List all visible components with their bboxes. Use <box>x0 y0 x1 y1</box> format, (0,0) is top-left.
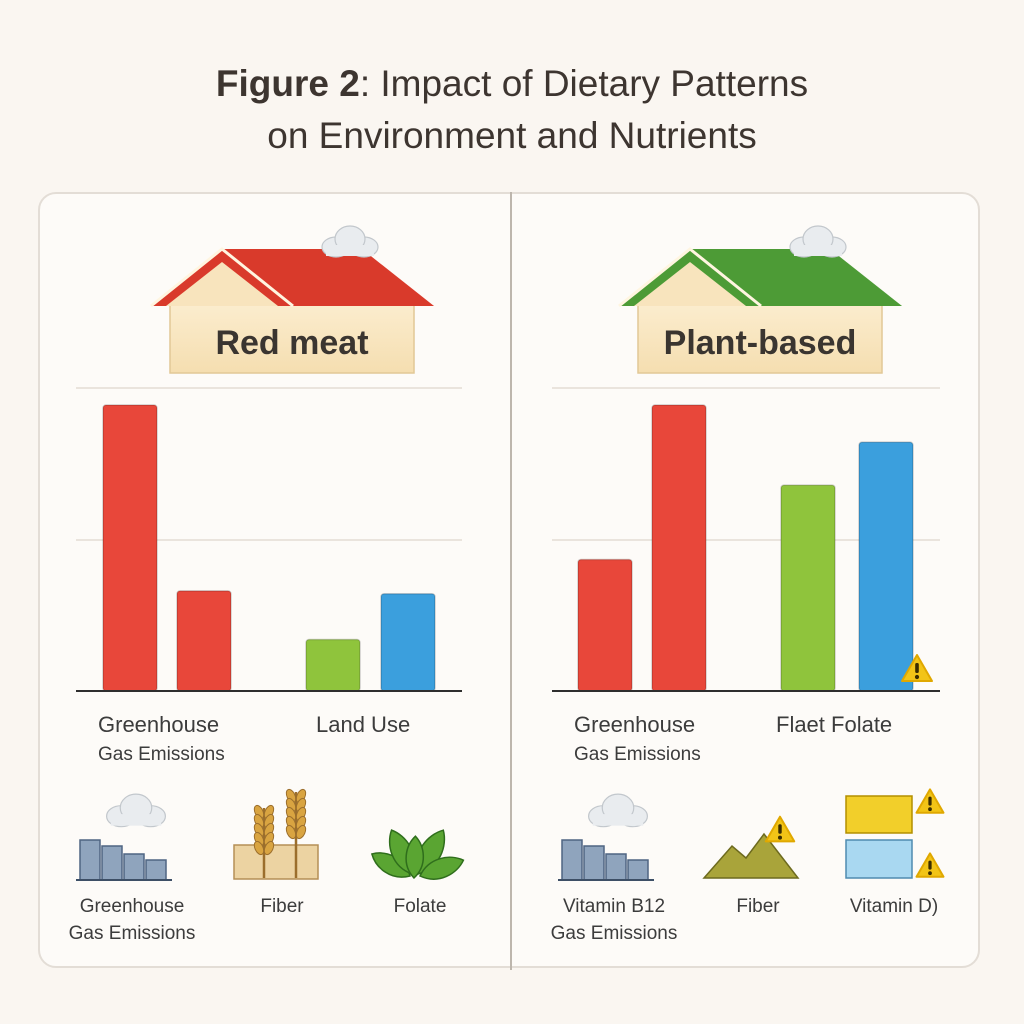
bar <box>858 441 914 692</box>
category-label: Land Use <box>316 712 410 737</box>
warning-icon <box>915 852 945 878</box>
title-rest: : Impact of Dietary Patterns <box>359 63 809 104</box>
house-roof-edge <box>618 247 762 308</box>
house-header: Red meat <box>150 225 434 374</box>
warning-icon <box>915 788 945 814</box>
emissions-bars-cloud-icon <box>76 793 172 881</box>
icon-label: Vitamin D) <box>850 896 938 917</box>
category-label: Greenhouse Gas Emissions <box>574 712 701 765</box>
sun-boxes-warning-icon <box>845 788 945 879</box>
bar-chart: Greenhouse Gas Emissions Flaet Folate <box>552 387 940 765</box>
bar <box>577 558 633 692</box>
panel-divider <box>510 192 512 970</box>
icon-legend-row: Vitamin B12 Gas Emissions Fiber Vitamin D) <box>551 788 945 944</box>
bar-chart: Greenhouse Gas Emissions Land Use <box>76 387 462 765</box>
icon-label: Greenhouse Gas Emissions <box>69 896 196 944</box>
wheat-icon <box>233 788 319 880</box>
cloud-icon <box>789 225 847 258</box>
bar <box>651 404 707 692</box>
icon-label: Fiber <box>736 896 780 917</box>
icon-label: Folate <box>394 896 447 917</box>
bar <box>305 638 361 692</box>
icon-label: Fiber <box>260 896 304 917</box>
cloud-icon <box>587 793 648 828</box>
leaves-icon <box>370 829 465 880</box>
warning-icon <box>764 815 796 843</box>
icon-legend-row: Greenhouse Gas Emissions Fiber Folate <box>69 788 465 944</box>
hills-warning-icon <box>702 815 800 879</box>
panel-title: Plant-based <box>664 324 857 362</box>
emissions-bars-cloud-icon <box>558 793 654 881</box>
cloud-icon <box>321 225 379 258</box>
bar <box>102 404 158 692</box>
title-figure-number: Figure 2 <box>215 63 360 104</box>
figure-title: Figure 2: Impact of Dietary Patterns on … <box>0 58 1024 162</box>
bar <box>780 484 836 692</box>
bar <box>380 593 436 692</box>
house-gable <box>166 262 278 306</box>
cloud-icon <box>106 793 166 828</box>
panel-title: Red meat <box>215 324 368 362</box>
house-gable <box>634 262 746 306</box>
title-line-1: Figure 2: Impact of Dietary Patterns <box>0 58 1024 110</box>
house-header: Plant-based <box>618 225 902 374</box>
warning-icon <box>901 654 933 682</box>
title-line-2: on Environment and Nutrients <box>267 115 757 156</box>
house-roof-edge <box>150 247 294 308</box>
icon-label: Vitamin B12 Gas Emissions <box>551 896 678 944</box>
category-label: Greenhouse Gas Emissions <box>98 712 225 765</box>
category-label: Flaet Folate <box>776 712 892 737</box>
bar <box>176 590 232 692</box>
